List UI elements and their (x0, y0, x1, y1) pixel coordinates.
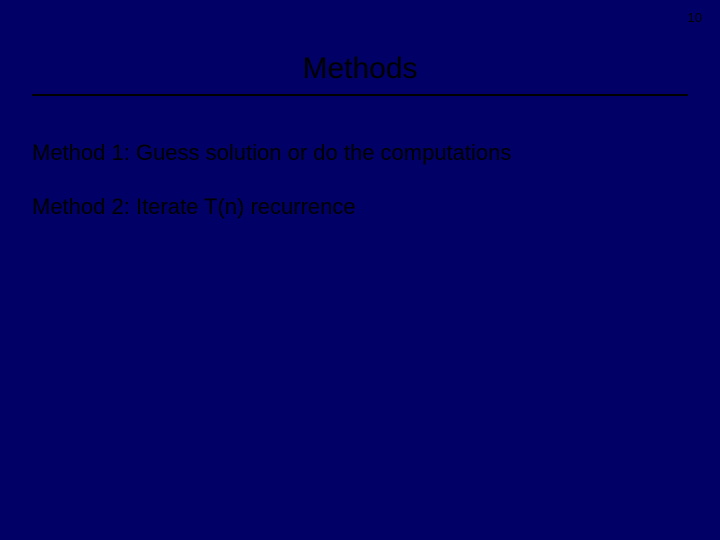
page-number: 10 (688, 10, 702, 25)
slide-title: Methods (0, 52, 720, 86)
method-2-text: Method 2: Iterate T(n) recurrence (32, 194, 356, 220)
title-divider (32, 94, 688, 96)
method-1-text: Method 1: Guess solution or do the compu… (32, 140, 511, 166)
slide: 10 Methods Method 1: Guess solution or d… (0, 0, 720, 540)
